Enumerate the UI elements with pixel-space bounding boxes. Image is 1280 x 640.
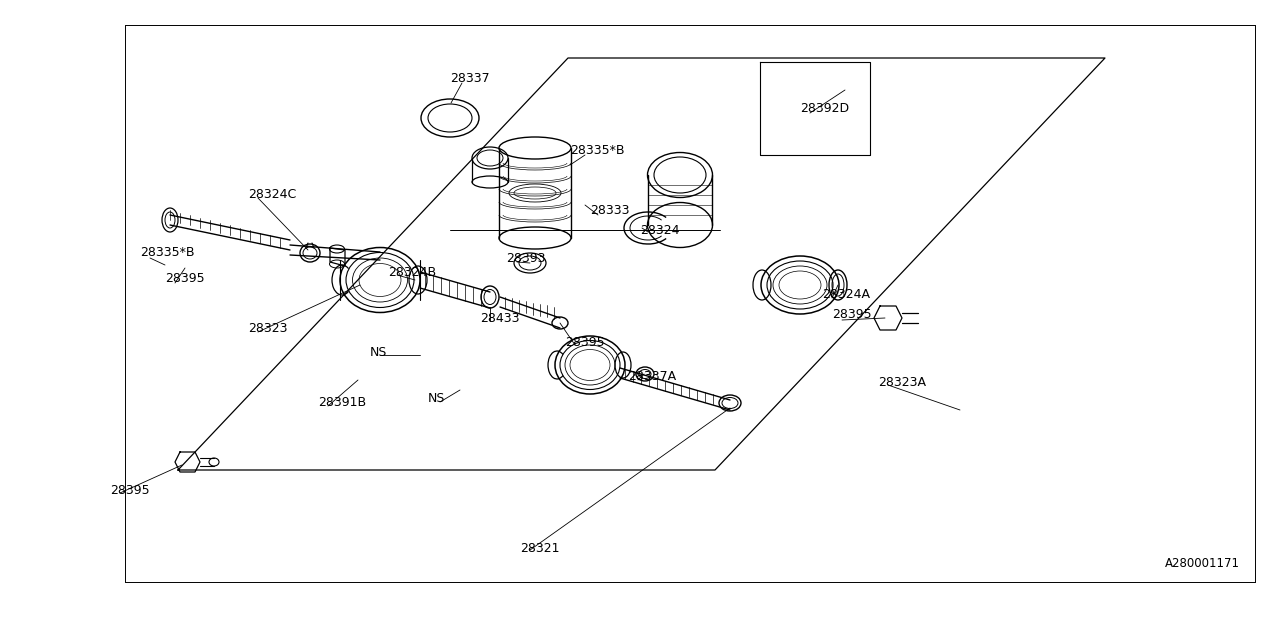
Text: 28391B: 28391B <box>317 397 366 410</box>
Text: 28324B: 28324B <box>388 266 436 278</box>
Text: 28324: 28324 <box>640 223 680 237</box>
Text: 28323A: 28323A <box>878 376 925 388</box>
Text: NS: NS <box>428 392 445 404</box>
Text: 28337: 28337 <box>451 72 490 84</box>
Text: 28395: 28395 <box>165 271 205 285</box>
Text: 28392D: 28392D <box>800 102 849 115</box>
Text: 28321: 28321 <box>520 541 559 554</box>
Text: 28324A: 28324A <box>822 289 870 301</box>
Text: 28395: 28395 <box>564 335 604 349</box>
Text: 28433: 28433 <box>480 312 520 324</box>
Text: NS: NS <box>370 346 388 358</box>
Text: 28335*B: 28335*B <box>570 143 625 157</box>
Text: 28393: 28393 <box>506 252 545 264</box>
Text: 28335*B: 28335*B <box>140 246 195 259</box>
Text: 28333: 28333 <box>590 204 630 216</box>
Text: A280001171: A280001171 <box>1165 557 1240 570</box>
Text: 28395: 28395 <box>110 483 150 497</box>
Text: 28323: 28323 <box>248 321 288 335</box>
Text: 28324C: 28324C <box>248 189 296 202</box>
Text: 28395: 28395 <box>832 308 872 321</box>
Text: 28337A: 28337A <box>628 369 676 383</box>
